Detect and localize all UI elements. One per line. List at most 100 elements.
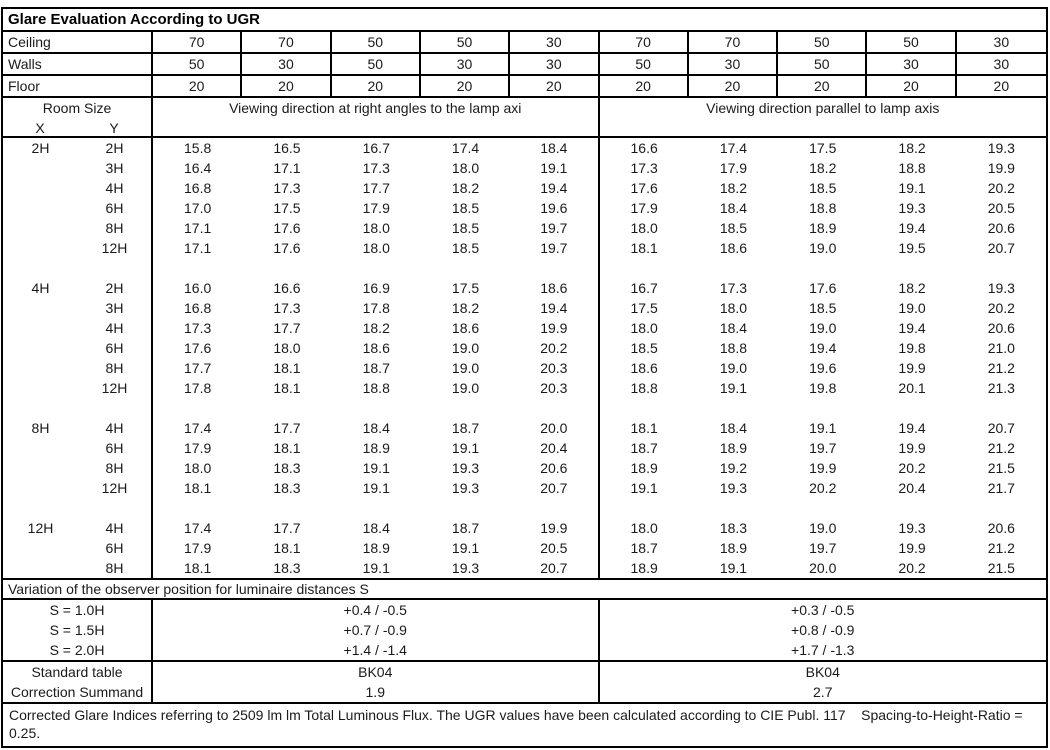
- surface-value-6: 70: [600, 32, 689, 52]
- ugr-right-angle-value-4: [421, 498, 510, 518]
- ugr-parallel-value-2: 19.0: [719, 360, 748, 376]
- ugr-parallel-value-1: 18.7: [630, 540, 658, 556]
- ugr-parallel-value-3: [778, 398, 867, 418]
- ugr-right-angle-value-2: 18.3: [273, 460, 301, 476]
- room-x-label: [3, 238, 78, 258]
- ugr-row: 3H 16.4 17.1 17.3 18.0 19.1 17.3 17.9 18.2 18.8 19…: [3, 158, 1046, 178]
- ugr-right-angle-value-4: 17.4: [451, 140, 480, 156]
- ugr-right-angle-value-2: 17.7: [273, 320, 301, 336]
- room-y-label: 12H: [78, 238, 153, 258]
- ugr-parallel-value-5: 20.6: [987, 220, 1015, 236]
- room-y-label: 8H: [78, 358, 153, 378]
- ugr-right-angle-value-2: [242, 498, 331, 518]
- ugr-parallel-value-5: 21.7: [987, 480, 1015, 496]
- ugr-right-angle-value-3: 17.9: [362, 200, 390, 216]
- ugr-parallel-value-1: 18.1: [630, 240, 658, 256]
- ugr-right-angle-value-5: 19.4: [510, 178, 600, 198]
- ugr-parallel-value-5: 20.7: [987, 240, 1015, 256]
- ugr-right-angle-value-5: 18.4: [510, 138, 600, 158]
- ugr-row: 4H 2H 16.0 16.6 16.9 17.5 18.6 16.7 17.3 17.6 18.2…: [3, 278, 1046, 298]
- ugr-right-angle-value-5: 19.7: [510, 218, 600, 238]
- summary-row: Standard table BK04 BK04: [3, 662, 1046, 682]
- ugr-parallel-value-3: 18.5: [809, 300, 837, 316]
- ugr-parallel-value-4: 19.5: [898, 240, 926, 256]
- variation-row-right-value: +0.3 / -0.5: [791, 602, 855, 618]
- ugr-row: 12H 17.1 17.6 18.0 18.5 19.7 18.1 18.6 19.0 19.5 2…: [3, 238, 1046, 258]
- ugr-right-angle-value-5: 20.6: [510, 458, 600, 478]
- ugr-right-angle-value-3: 18.6: [362, 340, 390, 356]
- ugr-right-angle-value-4: 18.6: [451, 320, 480, 336]
- ugr-parallel-value-2: 19.2: [719, 460, 748, 476]
- ugr-parallel-value-1: 16.7: [630, 280, 658, 296]
- ugr-parallel-value-2: 17.4: [719, 140, 748, 156]
- ugr-right-angle-value-2: 18.1: [273, 540, 301, 556]
- ugr-right-angle-value-4: [421, 258, 510, 278]
- room-x-label: [3, 178, 78, 198]
- surface-value-2: 30: [242, 54, 332, 74]
- ugr-parallel-value-1: [600, 258, 689, 278]
- room-x-label: [3, 478, 78, 498]
- ugr-right-angle-value-5: 19.4: [510, 298, 600, 318]
- ugr-parallel-value-1: 18.7: [630, 440, 658, 456]
- ugr-right-angle-value-1: 17.9: [184, 540, 212, 556]
- ugr-right-angle-value-3: 18.9: [362, 540, 390, 556]
- variation-row-right-value: +1.7 / -1.3: [791, 642, 855, 658]
- ugr-right-angle-value-5: [510, 398, 600, 418]
- ugr-parallel-value-3: 19.1: [809, 420, 837, 436]
- ugr-right-angle-value-1: 18.1: [184, 480, 212, 496]
- ugr-parallel-value-1: 18.0: [630, 220, 658, 236]
- surface-value-8: 20: [778, 76, 868, 96]
- ugr-parallel-value-3: [778, 258, 867, 278]
- ugr-right-angle-value-3: 18.8: [362, 380, 390, 396]
- ugr-right-angle-value-4: 18.2: [451, 180, 480, 196]
- ugr-parallel-value-2: 18.9: [719, 540, 748, 556]
- ugr-right-angle-value-3: 19.1: [362, 460, 390, 476]
- parallel-group-label: Viewing direction parallel to lamp axis: [706, 100, 940, 116]
- ugr-parallel-value-4: 20.4: [898, 480, 926, 496]
- ugr-right-angle-value-3: 19.1: [362, 480, 390, 496]
- ugr-parallel-value-3: [778, 498, 867, 518]
- ugr-parallel-value-5: 19.9: [987, 160, 1015, 176]
- ugr-row: 12H 17.8 18.1 18.8 19.0 20.3 18.8 19.1 19.8 20.1 2…: [3, 378, 1046, 398]
- ugr-parallel-value-4: 19.3: [898, 200, 926, 216]
- ugr-parallel-value-2: 17.9: [719, 160, 748, 176]
- summary-row-left-value: BK04: [153, 662, 600, 682]
- ugr-right-angle-value-4: 19.0: [451, 380, 480, 396]
- ugr-right-angle-value-5: 20.7: [510, 558, 600, 578]
- ugr-values-body: 2H 2H 15.8 16.5 16.7 17.4 18.4 16.6 17.4 17.5 18.2…: [3, 138, 1046, 578]
- ugr-parallel-value-2: 18.0: [719, 300, 748, 316]
- ugr-parallel-value-1: 18.6: [630, 360, 658, 376]
- x-label: X: [35, 120, 45, 136]
- ugr-parallel-value-1: 17.5: [630, 300, 658, 316]
- ugr-parallel-value-1: 17.6: [630, 180, 658, 196]
- ugr-row: 8H 17.1 17.6 18.0 18.5 19.7 18.0 18.5 18.9 19.4 20…: [3, 218, 1046, 238]
- room-y-label: 6H: [78, 438, 153, 458]
- ugr-row: 2H 2H 15.8 16.5 16.7 17.4 18.4 16.6 17.4 17.5 18.2…: [3, 138, 1046, 158]
- ugr-row: 4H 17.3 17.7 18.2 18.6 19.9 18.0 18.4 19.0 19.4 20…: [3, 318, 1046, 338]
- page-title: Glare Evaluation According to UGR: [3, 9, 1046, 32]
- ugr-right-angle-value-4: 19.3: [451, 560, 480, 576]
- surface-value-5: 30: [510, 54, 600, 74]
- ugr-parallel-value-2: 18.4: [719, 200, 748, 216]
- ugr-right-angle-value-5: 20.0: [510, 418, 600, 438]
- ugr-right-angle-value-1: 17.4: [184, 520, 212, 536]
- ugr-row: 6H 17.9 18.1 18.9 19.1 20.4 18.7 18.9 19.7 19.9 21…: [3, 438, 1046, 458]
- ugr-right-angle-value-2: 18.3: [273, 560, 301, 576]
- room-x-label: [3, 318, 78, 338]
- ugr-parallel-value-5: 21.5: [987, 560, 1015, 576]
- summary-rows: Standard table BK04 BK04 Correction Summand…: [3, 662, 1046, 704]
- ugr-right-angle-value-2: 16.5: [273, 140, 301, 156]
- ugr-parallel-value-3: 20.2: [809, 480, 837, 496]
- ugr-parallel-value-5: 20.2: [987, 300, 1015, 316]
- room-y-label: 12H: [78, 378, 153, 398]
- surface-value-7: 20: [689, 76, 779, 96]
- ugr-right-angle-value-5: 19.1: [510, 158, 600, 178]
- ugr-parallel-value-1: 18.9: [630, 560, 658, 576]
- room-y-label: 8H: [78, 558, 153, 578]
- room-y-label: 3H: [78, 158, 153, 178]
- ugr-row: 8H 17.7 18.1 18.7 19.0 20.3 18.6 19.0 19.6 19.9 21…: [3, 358, 1046, 378]
- ugr-right-angle-value-3: [332, 258, 421, 278]
- ugr-parallel-value-1: 18.0: [630, 520, 658, 536]
- footer-note: Corrected Glare Indices referring to 250…: [9, 707, 1027, 741]
- variation-row-label: S = 2.0H: [3, 640, 153, 660]
